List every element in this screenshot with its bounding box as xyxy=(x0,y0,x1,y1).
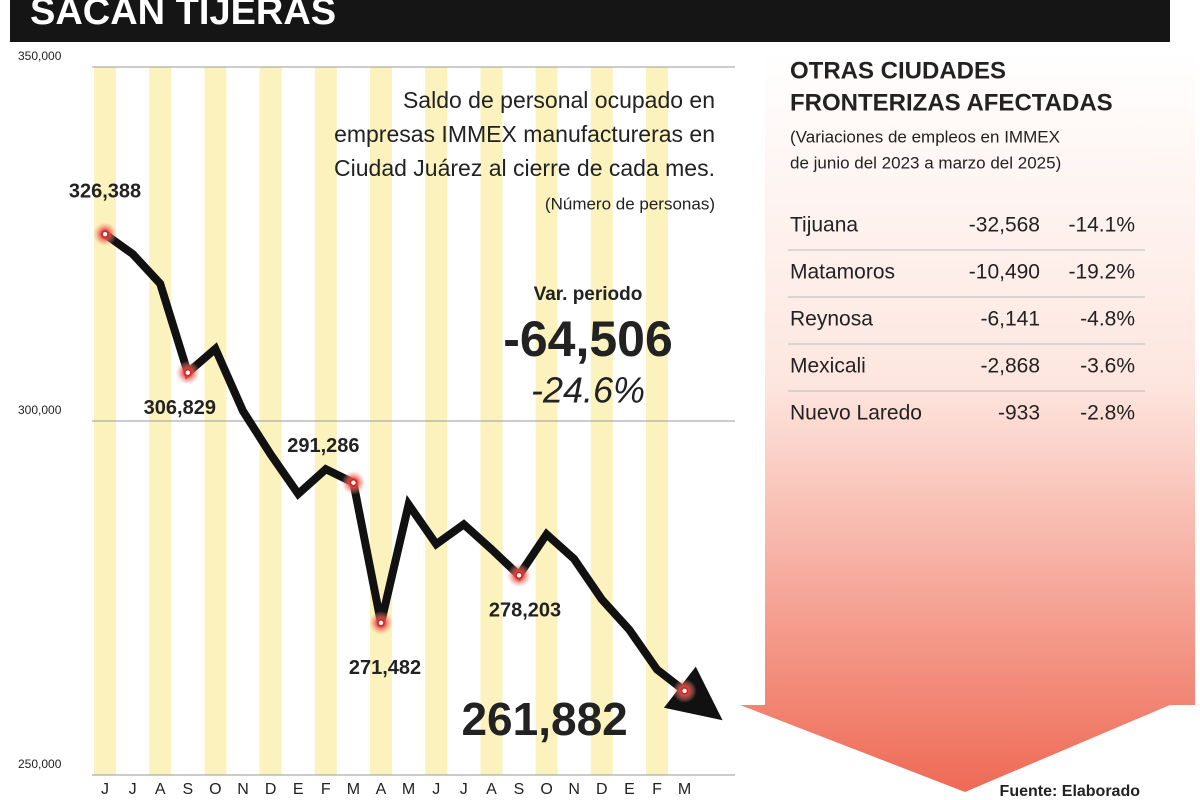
value-label: 261,882 xyxy=(461,693,627,745)
variation-percent: -24.6% xyxy=(531,370,645,411)
value-label: 278,203 xyxy=(489,600,561,622)
value-label: 326,388 xyxy=(69,180,141,202)
x-tick-label: J xyxy=(432,781,440,798)
x-tick-label: S xyxy=(514,781,525,798)
change-pct: -19.2% xyxy=(1068,261,1135,284)
change-pct: -14.1% xyxy=(1068,214,1135,237)
side-panel-bg xyxy=(740,50,1195,792)
side-title: FRONTERIZAS AFECTADAS xyxy=(790,89,1113,116)
x-tick-label: A xyxy=(155,781,166,798)
y-tick-label: 350,000 xyxy=(18,49,62,63)
title: SACAN TIJERAS xyxy=(30,0,336,33)
city: Reynosa xyxy=(790,308,873,331)
variation-value: -64,506 xyxy=(503,311,673,367)
x-tick-label: E xyxy=(293,781,304,798)
change-pct: -4.8% xyxy=(1080,308,1135,331)
highlight-dot xyxy=(377,619,385,627)
change: -2,868 xyxy=(980,355,1040,378)
x-tick-label: E xyxy=(624,781,635,798)
x-tick-label: D xyxy=(596,781,608,798)
x-tick-label: A xyxy=(376,781,387,798)
title-bar xyxy=(10,0,1170,42)
side-subtitle: (Variaciones de empleos en IMMEX xyxy=(790,127,1060,146)
x-tick-label: D xyxy=(265,781,277,798)
change-pct: -2.8% xyxy=(1080,402,1135,425)
city: Matamoros xyxy=(790,261,895,284)
change: -32,568 xyxy=(969,214,1040,237)
highlight-dot xyxy=(515,571,523,580)
x-tick-label: N xyxy=(568,781,580,798)
x-tick-label: J xyxy=(129,781,137,798)
highlight-dot xyxy=(680,687,689,695)
city: Tijuana xyxy=(790,214,858,237)
x-tick-label: M xyxy=(402,781,415,798)
value-label: 291,286 xyxy=(287,435,359,457)
x-tick-label: O xyxy=(540,781,552,798)
city: Mexicali xyxy=(790,355,866,378)
description: Saldo de personal ocupado en xyxy=(403,87,715,113)
y-tick-label: 250,000 xyxy=(18,757,62,771)
side-title: OTRAS CIUDADES xyxy=(790,57,1006,84)
change: -933 xyxy=(998,402,1040,425)
value-label: 306,829 xyxy=(144,397,216,419)
description: Ciudad Juárez al cierre de cada mes. xyxy=(334,155,715,181)
change: -10,490 xyxy=(969,261,1040,284)
side-subtitle: de junio del 2023 a marzo del 2025) xyxy=(790,153,1061,172)
variation-label: Var. periodo xyxy=(534,284,643,305)
city: Nuevo Laredo xyxy=(790,402,922,425)
line xyxy=(102,230,688,695)
x-tick-label: M xyxy=(347,781,360,798)
x-tick-label: J xyxy=(101,781,109,798)
change-pct: -3.6% xyxy=(1080,355,1135,378)
highlight-dot xyxy=(349,478,358,487)
y-tick-label: 300,000 xyxy=(18,403,62,417)
x-tick-label: N xyxy=(237,781,249,798)
x-tick-label: J xyxy=(460,781,468,798)
x-tick-label: S xyxy=(182,781,193,798)
unit-note: (Número de personas) xyxy=(545,194,715,213)
x-tick-label: M xyxy=(678,781,691,798)
change: -6,141 xyxy=(980,308,1040,331)
x-tick-label: A xyxy=(486,781,497,798)
highlight-dot xyxy=(184,368,192,377)
source: Fuente: Elaborado xyxy=(1000,783,1141,800)
x-tick-label: O xyxy=(209,781,221,798)
value-label: 271,482 xyxy=(349,657,421,679)
x-tick-label: F xyxy=(652,781,662,798)
x-tick-label: F xyxy=(321,781,331,798)
highlight-dot xyxy=(101,230,109,238)
description: empresas IMMEX manufactureras en xyxy=(334,121,715,147)
